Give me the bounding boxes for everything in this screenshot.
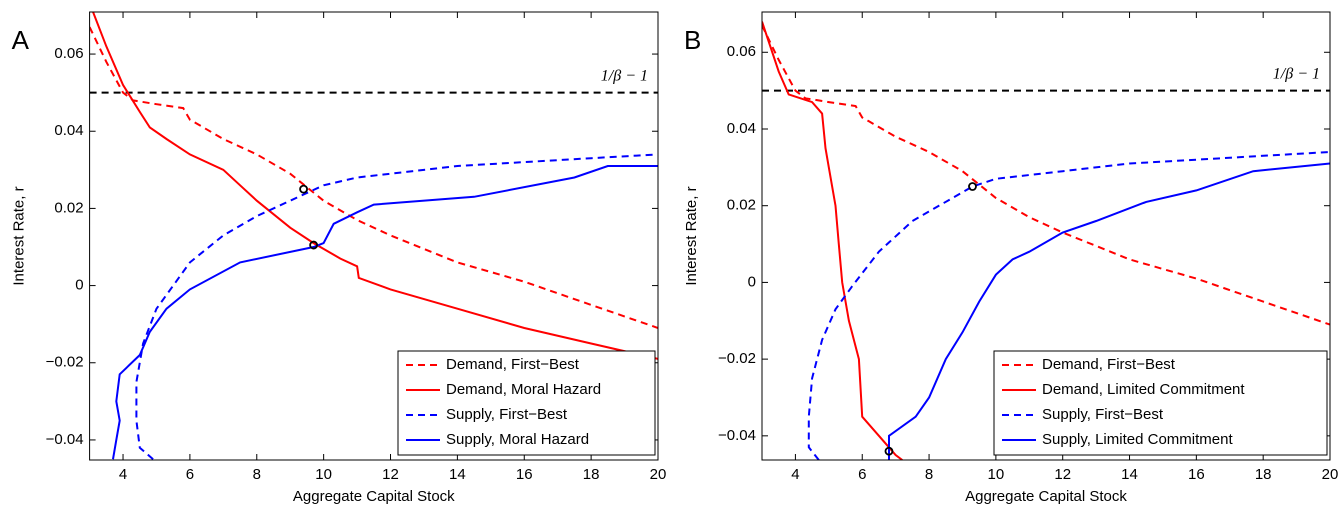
- y-tick-label: 0.04: [54, 122, 83, 139]
- panel-label: B: [684, 25, 701, 55]
- x-tick-label: 18: [583, 466, 600, 483]
- legend-box: [993, 350, 1328, 456]
- panel: B 4 6 8 10 12 14 16 18 20 −0.04 −0.02 0 0.02 0.04 0.06 A…: [683, 11, 1339, 505]
- x-tick-label: 4: [791, 466, 799, 483]
- y-tick-label: 0.06: [54, 45, 83, 62]
- y-tick-label: 0: [748, 273, 756, 290]
- equilibrium-marker: [968, 182, 977, 191]
- x-tick-label: 20: [650, 466, 667, 483]
- legend-label: Demand, First−Best: [446, 356, 580, 373]
- panel-label: A: [12, 25, 30, 55]
- series-line: [762, 21, 903, 460]
- x-tick-label: 14: [449, 466, 466, 483]
- legend-label: Demand, Moral Hazard: [446, 381, 601, 398]
- x-tick-label: 18: [1255, 466, 1272, 483]
- equilibrium-marker: [299, 184, 308, 194]
- legend-label: Supply, Limited Commitment: [1042, 431, 1233, 448]
- y-tick-label: 0: [75, 277, 83, 294]
- x-tick-label: 16: [516, 466, 533, 483]
- series-line: [762, 24, 1330, 326]
- axes-frame: [89, 11, 659, 461]
- legend-label: Supply, First−Best: [446, 406, 568, 423]
- x-tick-label: 12: [1054, 466, 1071, 483]
- series-line: [807, 151, 1330, 460]
- x-tick-label: 8: [253, 466, 261, 483]
- x-tick-label: 8: [925, 466, 933, 483]
- panel: A 4 6 8 10 12 14 16 18 20 −0.04 −0.02 0 0.02 0.04 0.06 A…: [11, 11, 667, 505]
- legend-label: Demand, Limited Commitment: [1042, 381, 1245, 398]
- legend-label: Supply, First−Best: [1042, 406, 1164, 423]
- x-axis-label: Aggregate Capital Stock: [965, 488, 1127, 505]
- x-tick-label: 16: [1188, 466, 1205, 483]
- x-tick-label: 12: [382, 466, 399, 483]
- y-axis-label: Interest Rate, r: [11, 186, 28, 285]
- y-tick-label: 0.02: [727, 197, 756, 214]
- x-tick-label: 20: [1322, 466, 1339, 483]
- reference-label: 1/β − 1: [1273, 65, 1320, 82]
- plot-area: [89, 12, 659, 460]
- legend-box: [397, 350, 656, 456]
- y-tick-label: −0.02: [718, 350, 756, 367]
- plot-area: [762, 21, 1330, 460]
- series-line: [91, 12, 659, 360]
- axes-frame: [761, 11, 1331, 461]
- legend: Demand, First−Best Demand, Limited Commit…: [993, 350, 1328, 456]
- y-tick-label: −0.02: [46, 354, 84, 371]
- equilibrium-marker: [884, 446, 894, 456]
- y-tick-label: 0.06: [727, 43, 756, 60]
- reference-label: 1/β − 1: [601, 67, 648, 84]
- series-line: [112, 165, 658, 460]
- series-line: [135, 153, 659, 460]
- x-axis-label: Aggregate Capital Stock: [293, 488, 455, 505]
- x-tick-label: 6: [858, 466, 866, 483]
- x-tick-label: 10: [988, 466, 1005, 483]
- x-tick-label: 10: [315, 466, 332, 483]
- y-tick-label: 0.04: [727, 120, 756, 137]
- y-tick-label: 0.02: [54, 199, 83, 216]
- legend-label: Demand, First−Best: [1042, 356, 1176, 373]
- x-tick-label: 14: [1121, 466, 1138, 483]
- series-line: [888, 162, 1330, 460]
- y-axis-label: Interest Rate, r: [683, 186, 700, 285]
- y-tick-label: −0.04: [718, 427, 756, 444]
- legend-label: Supply, Moral Hazard: [446, 431, 589, 448]
- x-tick-label: 6: [186, 466, 194, 483]
- equilibrium-marker: [309, 240, 319, 250]
- legend: Demand, First−Best Demand, Moral Hazard Su…: [397, 350, 656, 456]
- x-tick-label: 4: [119, 466, 127, 483]
- y-tick-label: −0.04: [46, 431, 84, 448]
